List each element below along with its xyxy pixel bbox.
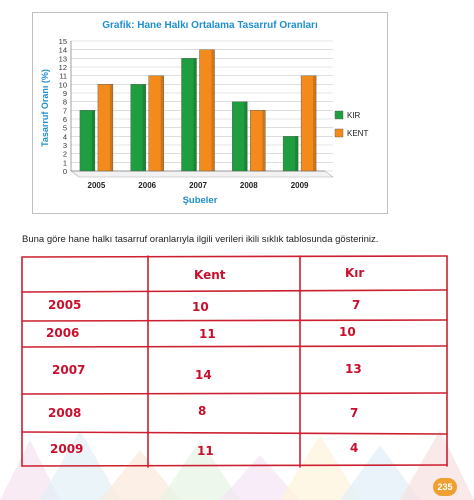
y-tick-label: 2 [63, 150, 67, 159]
y-tick-label: 11 [59, 72, 67, 81]
legend-label: KIR [347, 111, 361, 120]
table-cell-kent: 14 [195, 368, 212, 382]
legend-swatch [334, 110, 344, 120]
page-number-badge: 235 [433, 478, 457, 496]
y-tick-label: 13 [59, 54, 67, 63]
bar [282, 136, 299, 172]
bar-shade [262, 110, 266, 171]
bar-shade [244, 101, 248, 171]
table-cell-kent: 10 [192, 300, 209, 314]
y-tick-label: 3 [63, 141, 67, 150]
table-cell-kir: 10 [339, 325, 356, 339]
legend: KIR KENT [334, 110, 368, 138]
question-text: Buna göre hane halkı tasarruf oranlarıyl… [22, 234, 379, 245]
bars [79, 49, 317, 172]
x-tick-label: 2007 [189, 181, 207, 190]
y-tick-label: 6 [63, 115, 67, 124]
bar-shade [193, 58, 197, 172]
bar [300, 75, 317, 172]
table-row-year: 2007 [52, 363, 86, 377]
table-cell-kent: 11 [197, 444, 214, 458]
y-tick-label: 8 [63, 98, 67, 107]
x-axis-label: Şubeler [183, 195, 218, 206]
table-row-year: 2008 [48, 406, 82, 420]
bar-chart: Grafik: Hane Halkı Ortalama Tasarruf Ora… [32, 12, 388, 214]
chart-canvas: Tasarruf Oranı (%) Şubeler 0123456789101… [40, 37, 368, 206]
table-cell-kir: 13 [345, 362, 362, 376]
bar [250, 110, 266, 172]
y-tick-label: 9 [63, 89, 67, 98]
bar [79, 110, 96, 172]
table-row-year: 2006 [46, 326, 80, 340]
table-row-year: 2009 [50, 442, 84, 456]
y-tick-label: 7 [63, 106, 67, 115]
legend-swatch [334, 128, 344, 138]
bar [97, 84, 114, 172]
y-tick-label: 15 [59, 37, 67, 46]
y-tick-label: 1 [63, 158, 67, 167]
table-cell-kent: 8 [198, 404, 207, 418]
x-tick-label: 2005 [88, 181, 106, 190]
bar [232, 101, 248, 172]
bar-shade [313, 75, 317, 171]
decorative-triangle-background [0, 430, 474, 500]
bar [181, 58, 197, 172]
bar [199, 49, 215, 172]
table-cell-kir: 7 [350, 406, 359, 420]
table-cell-kir: 4 [350, 441, 359, 455]
y-axis-label: Tasarruf Oranı (%) [40, 69, 50, 147]
y-tick-label: 4 [63, 132, 67, 141]
x-tick-label: 2008 [240, 181, 258, 190]
bar-shade [295, 136, 299, 171]
bar-shade [160, 75, 164, 171]
table-cell-kent: 11 [199, 327, 216, 341]
y-tick-label: 10 [59, 80, 67, 89]
bar [148, 75, 164, 172]
x-tick-label: 2009 [291, 181, 309, 190]
bar-shade [91, 110, 95, 171]
bar-shade [142, 84, 146, 171]
bar-shade [109, 84, 113, 171]
bar-shade [211, 49, 215, 171]
y-tick-label: 14 [59, 46, 67, 55]
chart-title: Grafik: Hane Halkı Ortalama Tasarruf Ora… [102, 20, 318, 31]
table-row-year: 2005 [48, 298, 82, 312]
legend-label: KENT [347, 129, 368, 138]
y-tick-label: 0 [63, 167, 67, 176]
y-tick-label: 12 [59, 63, 67, 72]
y-tick-label: 5 [63, 124, 67, 133]
bar [130, 84, 146, 172]
table-cell-kir: 7 [352, 298, 361, 312]
table-header-kir: Kır [345, 266, 365, 280]
table-header-kent: Kent [194, 268, 226, 282]
x-tick-label: 2006 [138, 181, 156, 190]
